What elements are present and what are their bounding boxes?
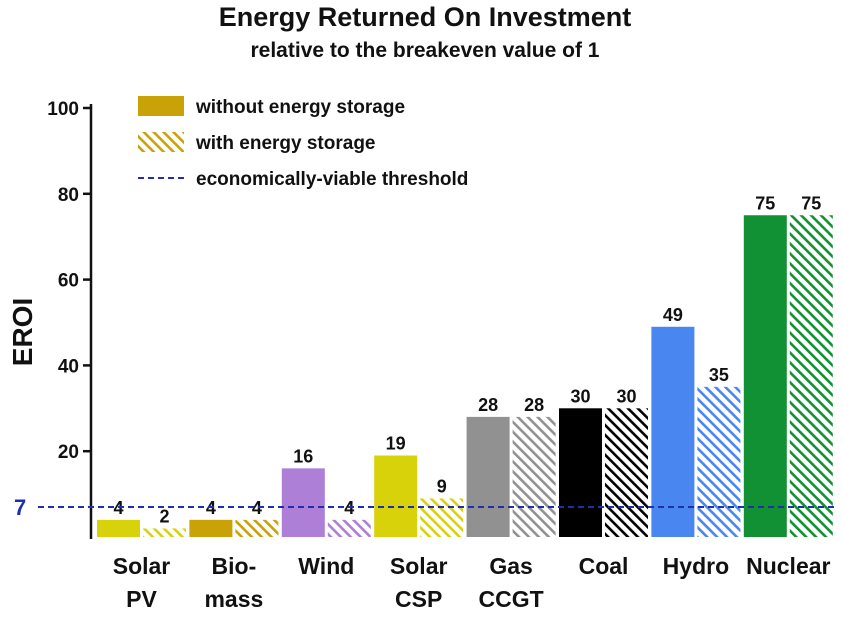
legend-label: economically-viable threshold (196, 169, 468, 190)
bar-without-storage-2 (281, 468, 325, 537)
bar-value-label: 49 (663, 305, 683, 325)
bar-with-storage-5 (605, 408, 648, 537)
y-tick-label: 100 (47, 99, 79, 120)
category-labels: Solar PV Bio-mass Wind Solar CSP Gas CCGT Coal Hy… (113, 553, 831, 612)
y-tick-label: 40 (58, 356, 79, 377)
category-label: Bio- (212, 553, 257, 579)
bar-value-label: 4 (252, 498, 262, 518)
category-label: Gas (489, 553, 532, 579)
chart-subtitle: relative to the breakeven value of 1 (251, 39, 600, 62)
category-label: PV (126, 586, 157, 612)
category-label: Nuclear (746, 553, 830, 579)
bar-with-storage-1 (235, 519, 279, 537)
bar-value-label: 9 (437, 476, 447, 496)
category-label: Wind (298, 553, 354, 579)
bar-with-storage-7 (789, 215, 833, 537)
bar-value-label: 35 (709, 365, 729, 385)
threshold-value-label: 7 (14, 495, 26, 520)
bars-group: 42441641992828303049357575 (97, 193, 833, 537)
bar-without-storage-6 (651, 326, 695, 537)
legend-label: with energy storage (195, 133, 376, 154)
bar-with-storage-6 (697, 386, 741, 537)
bar-value-label: 28 (524, 395, 544, 415)
bar-without-storage-3 (374, 455, 418, 537)
bar-without-storage-0 (97, 519, 140, 537)
bar-without-storage-5 (559, 408, 602, 537)
threshold-group: 7 (14, 495, 836, 520)
chart-title: Energy Returned On Investment (219, 2, 632, 32)
bar-with-storage-3 (420, 498, 464, 537)
bar-value-label: 28 (478, 395, 498, 415)
category-label: Coal (579, 553, 629, 579)
bar-with-storage-2 (327, 519, 371, 537)
y-tick-label: 20 (58, 442, 79, 463)
bar-with-storage-4 (512, 416, 556, 537)
category-label: Hydro (663, 553, 729, 579)
legend: without energy storage with energy storag… (138, 96, 468, 190)
bar-value-label: 19 (386, 433, 406, 453)
bar-value-label: 75 (801, 193, 821, 213)
category-label: CSP (395, 586, 442, 612)
bar-value-label: 16 (293, 446, 313, 466)
bar-value-label: 30 (616, 386, 636, 406)
legend-swatch-hatched (138, 132, 184, 152)
y-axis-label: EROI (7, 298, 38, 366)
bar-without-storage-7 (743, 215, 787, 537)
bar-without-storage-4 (466, 416, 510, 537)
category-label: Solar (390, 553, 448, 579)
category-label: CCGT (479, 586, 544, 612)
y-tick-label: 80 (58, 185, 79, 206)
bar-value-label: 75 (755, 193, 775, 213)
category-label: Solar (113, 553, 171, 579)
y-axis: 20 40 60 80 100 (47, 99, 93, 539)
y-tick-label: 60 (58, 271, 79, 292)
legend-label: without energy storage (195, 97, 405, 118)
bar-value-label: 30 (570, 386, 590, 406)
bar-without-storage-1 (189, 519, 233, 537)
bar-with-storage-0 (143, 528, 186, 537)
bar-value-label: 2 (159, 506, 169, 526)
legend-swatch-solid (138, 96, 184, 116)
category-label: mass (204, 586, 263, 612)
